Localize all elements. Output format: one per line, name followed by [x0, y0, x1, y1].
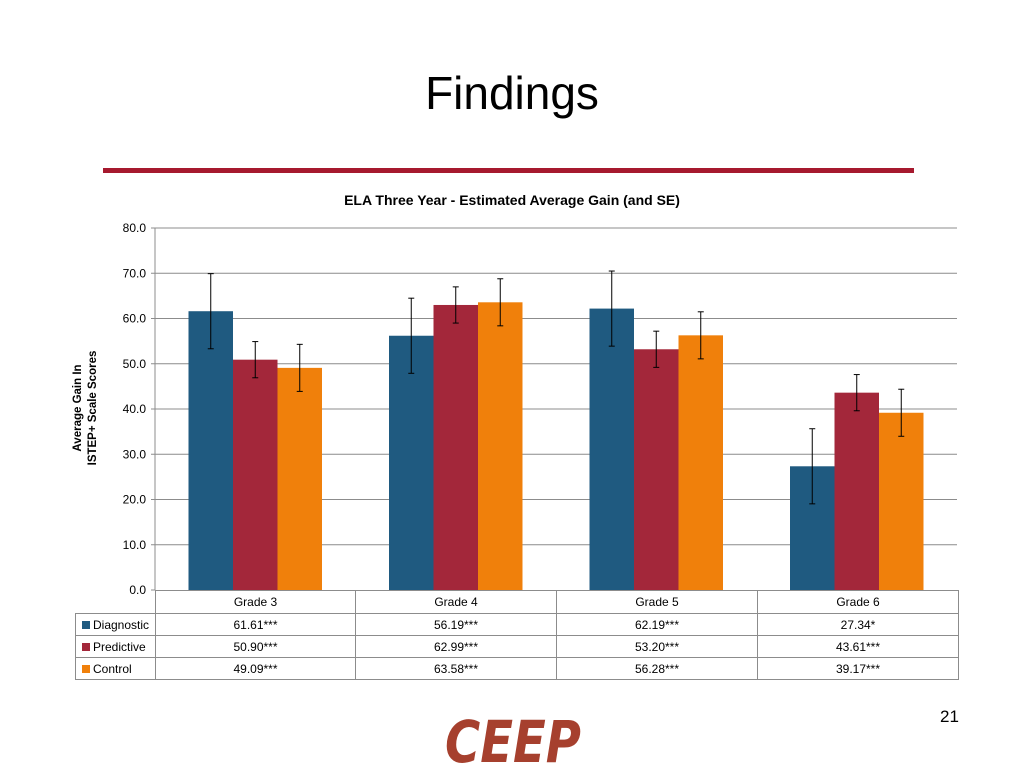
data-label: 62.99*** [355, 635, 557, 658]
table-row-control: Control 49.09*** 63.58*** 56.28*** 39.17… [75, 657, 959, 680]
legend-label: Predictive [93, 639, 146, 654]
data-label: 56.28*** [556, 657, 758, 680]
legend-swatch [82, 620, 90, 629]
bar [589, 308, 634, 590]
y-tick-label: 20.0 [123, 493, 147, 507]
data-label: 53.20*** [556, 635, 758, 658]
category-label: Grade 3 [155, 590, 356, 614]
title-rule [103, 168, 914, 173]
data-label: 49.09*** [155, 657, 356, 680]
ceep-logo: CEEP [445, 708, 581, 768]
y-tick-label: 50.0 [123, 357, 147, 371]
category-label: Grade 4 [355, 590, 557, 614]
data-label: 61.61*** [155, 613, 356, 636]
y-axis-ticks: 0.010.020.030.040.050.060.070.080.0 [123, 221, 155, 597]
category-label: Grade 5 [556, 590, 758, 614]
bar-chart: 0.010.020.030.040.050.060.070.080.0 [123, 221, 957, 597]
legend-label: Control [93, 661, 132, 676]
bar [433, 304, 478, 590]
data-label: 50.90*** [155, 635, 356, 658]
category-label: Grade 6 [757, 590, 959, 614]
y-tick-label: 30.0 [123, 447, 147, 461]
y-axis-label: Average Gain In ISTEP+ Scale Scores [71, 288, 101, 528]
data-table: Grade 3 Grade 4 Grade 5 Grade 6 Diagnost… [75, 590, 959, 680]
legend-label: Diagnostic [93, 617, 150, 632]
data-label: 27.34* [757, 613, 959, 636]
legend-swatch [82, 664, 90, 673]
bars [188, 302, 924, 590]
y-tick-label: 40.0 [123, 402, 147, 416]
bar [634, 349, 679, 590]
legend-swatch [82, 642, 90, 651]
data-label: 62.19*** [556, 613, 758, 636]
bar [879, 412, 924, 590]
y-tick-label: 10.0 [123, 538, 147, 552]
y-axis-label-line-1: Average Gain In [72, 364, 84, 452]
legend-entry-diagnostic: Diagnostic [75, 613, 156, 636]
bar [478, 302, 523, 590]
table-row-predictive: Predictive 50.90*** 62.99*** 53.20*** 43… [75, 635, 959, 658]
data-label: 39.17*** [757, 657, 959, 680]
table-header-row: Grade 3 Grade 4 Grade 5 Grade 6 [75, 590, 959, 614]
bar [188, 311, 233, 590]
table-row-diagnostic: Diagnostic 61.61*** 56.19*** 62.19*** 27… [75, 613, 959, 636]
data-label: 63.58*** [355, 657, 557, 680]
slide-title: Findings [425, 67, 599, 119]
legend-entry-control: Control [75, 657, 156, 680]
y-axis-label-line-2: ISTEP+ Scale Scores [87, 350, 99, 466]
bar [389, 335, 434, 590]
bar [834, 392, 879, 590]
slide-number: 21 [940, 707, 959, 726]
bar [277, 367, 322, 590]
bar [233, 359, 278, 590]
bar [678, 335, 723, 590]
y-tick-label: 80.0 [123, 221, 147, 235]
chart-title: ELA Three Year - Estimated Average Gain … [344, 192, 680, 208]
logo-wordmark: CEEP [445, 708, 581, 768]
y-tick-label: 70.0 [123, 266, 147, 280]
y-tick-label: 60.0 [123, 312, 147, 326]
data-label: 56.19*** [355, 613, 557, 636]
table-corner [75, 590, 156, 614]
legend-entry-predictive: Predictive [75, 635, 156, 658]
error-bars [207, 270, 905, 505]
data-label: 43.61*** [757, 635, 959, 658]
